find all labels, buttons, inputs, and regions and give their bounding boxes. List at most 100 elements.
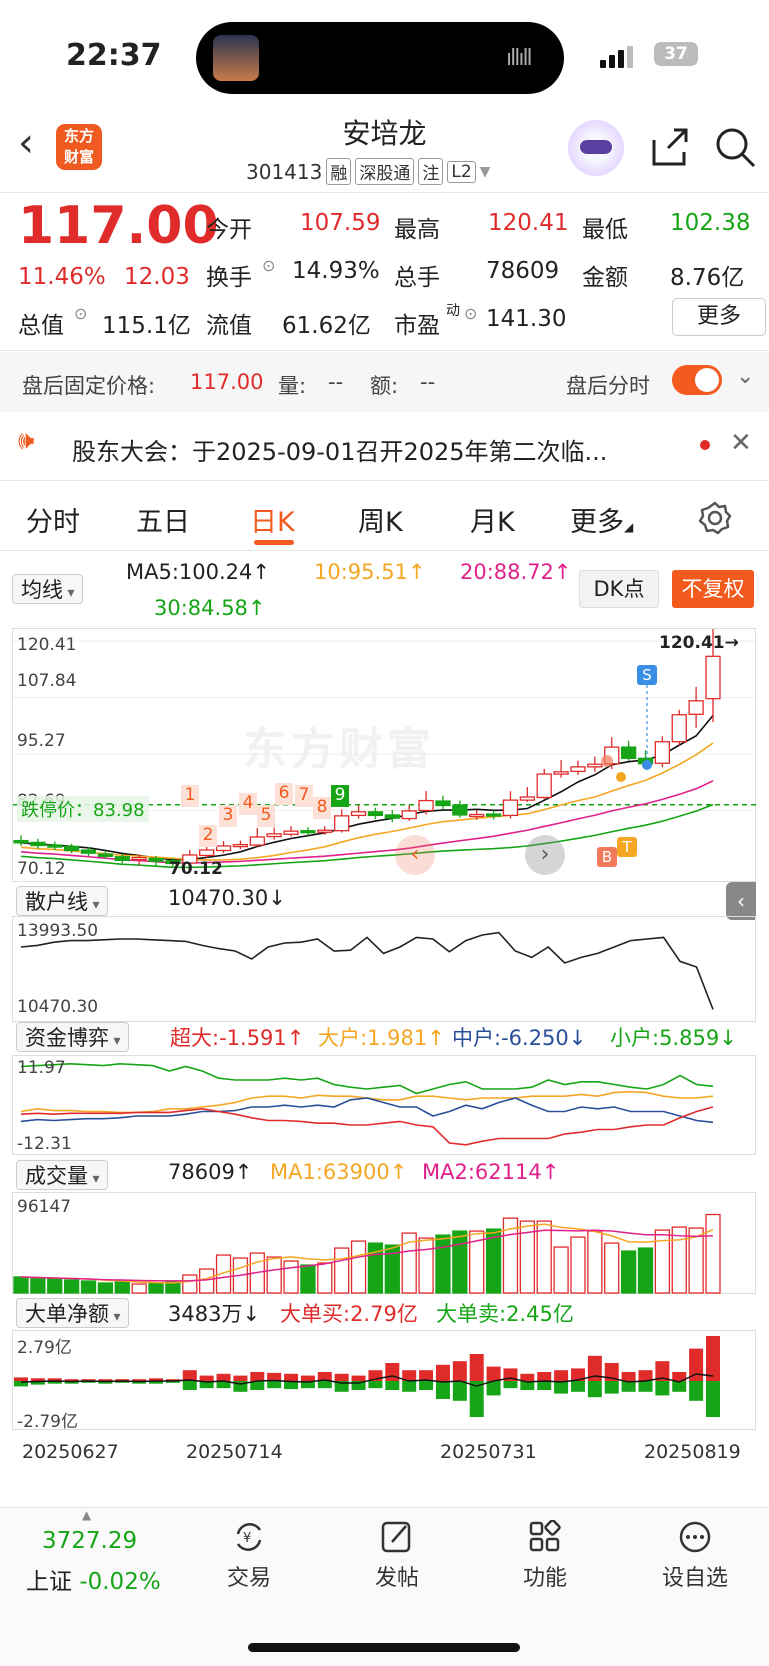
next-arrow-icon[interactable]: › — [525, 835, 565, 875]
stock-code-row[interactable]: 301413 融 深股通 注 L2 ▼ — [246, 158, 490, 185]
ai-assistant-icon[interactable] — [568, 120, 624, 176]
dk-point-button[interactable]: DK点 — [579, 570, 659, 608]
tab-more[interactable]: 更多◢ — [570, 507, 634, 538]
volume-selector[interactable]: 成交量 — [16, 1160, 109, 1190]
fund-panel[interactable]: 11.97 -12.31 — [12, 1055, 756, 1155]
bigorder-sell-bar — [165, 1381, 180, 1383]
bigorder-sell-bar — [672, 1381, 687, 1392]
t-signal-icon[interactable]: T — [617, 837, 637, 857]
adjust-button[interactable]: 不复权 — [672, 570, 754, 608]
candle-body — [620, 746, 637, 759]
prev-arrow-icon[interactable]: ‹ — [395, 835, 435, 875]
bigorder-sell-bar — [520, 1381, 535, 1390]
buy-signal-icon[interactable]: B — [597, 847, 617, 867]
ma30-value: 30:84.58↑ — [154, 596, 266, 620]
ma-selector[interactable]: 均线 — [12, 574, 84, 604]
speaker-icon: 🕪 — [18, 426, 35, 456]
nav-watchlist[interactable]: 设自选 — [650, 1520, 740, 1592]
event-marker[interactable]: 7 — [295, 785, 313, 807]
float-label: 流值 — [206, 313, 252, 339]
settings-gear-icon[interactable] — [698, 501, 732, 535]
bigorder-selector[interactable]: 大单净额 — [16, 1298, 130, 1328]
sanhu-series — [20, 931, 714, 1010]
date-label: 20250627 — [22, 1441, 119, 1463]
bigorder-sell-bar — [81, 1381, 96, 1383]
candle-body — [536, 773, 552, 799]
candle-body — [148, 857, 164, 862]
event-marker[interactable]: 5 — [257, 805, 275, 827]
candle-body — [266, 833, 282, 838]
bigorder-panel[interactable]: 2.79亿 -2.79亿 — [12, 1330, 756, 1432]
event-marker[interactable]: 8 — [313, 797, 331, 819]
info-icon[interactable]: ⊙ — [262, 256, 276, 275]
tab-monthly-k[interactable]: 月K — [470, 507, 515, 538]
bigorder-sell-bar — [317, 1381, 332, 1389]
bigorder-sell-bar — [199, 1381, 214, 1389]
after-hours-toggle[interactable] — [672, 365, 722, 395]
candle-body — [654, 741, 671, 764]
nav-function[interactable]: 功能 — [500, 1520, 590, 1592]
volume-ma2-line — [20, 1229, 714, 1282]
after-hours-vol: -- — [328, 370, 344, 394]
tab-intraday[interactable]: 分时 — [26, 507, 80, 538]
bigorder-buy-bar — [199, 1375, 214, 1381]
search-icon[interactable] — [714, 126, 756, 168]
tab-daily-k[interactable]: 日K — [250, 507, 295, 538]
event-marker[interactable]: 2 — [199, 825, 217, 847]
event-marker[interactable]: 4 — [239, 793, 257, 815]
tab-five-day[interactable]: 五日 — [136, 507, 190, 538]
index-value[interactable]: 3727.29 — [42, 1528, 138, 1554]
candle-body — [131, 857, 147, 861]
candle-body — [47, 844, 63, 848]
bigorder-buy-bar — [98, 1379, 113, 1381]
volume-ma1-line — [20, 1223, 714, 1284]
kline-panel[interactable]: 东方财富 120.41 107.84 95.27 82.69 70.12 120… — [12, 628, 757, 882]
collapse-panel-icon[interactable]: ‹ — [726, 882, 756, 920]
signal-dot — [616, 772, 626, 782]
nav-post[interactable]: 发帖 — [352, 1520, 442, 1592]
home-indicator — [248, 1643, 520, 1652]
sanhu-selector[interactable]: 散户线 — [16, 886, 109, 916]
bigorder-sell-bar — [402, 1381, 417, 1392]
nav-trade[interactable]: ¥ 交易 — [204, 1520, 294, 1592]
bigorder-buy-bar — [554, 1370, 569, 1381]
candle-body — [469, 813, 485, 818]
eastmoney-logo[interactable]: 东方 财富 — [56, 124, 102, 170]
bigorder-sell-bar — [30, 1381, 45, 1385]
volume-bar — [350, 1240, 367, 1294]
close-icon[interactable]: ✕ — [730, 428, 752, 458]
chevron-down-icon[interactable]: ⌄ — [736, 364, 755, 389]
amount-label: 金额 — [582, 265, 628, 291]
candle-body — [452, 804, 468, 816]
bigorder-sell-bar — [284, 1381, 299, 1390]
fund-series-1 — [20, 1090, 714, 1114]
bigorder-sell-bar — [64, 1381, 79, 1384]
info-icon[interactable]: ⊙ — [464, 304, 478, 323]
last-price: 117.00 — [18, 196, 219, 256]
sanhu-panel[interactable]: 13993.50 10470.30 — [12, 916, 756, 1022]
notice-text[interactable]: 股东大会：于2025-09-01召开2025年第二次临... — [72, 438, 608, 466]
fund-selector[interactable]: 资金博弈 — [16, 1022, 130, 1052]
share-icon[interactable] — [650, 126, 690, 168]
event-marker[interactable]: 9 — [331, 785, 349, 807]
unread-dot — [700, 440, 710, 450]
info-icon[interactable]: ⊙ — [74, 304, 88, 323]
nav-function-label: 功能 — [522, 1566, 567, 1591]
sell-signal-icon[interactable]: S — [637, 665, 657, 685]
bigorder-sell-bar — [435, 1381, 450, 1399]
volume-panel[interactable]: 96147 — [12, 1192, 756, 1294]
event-marker[interactable]: 3 — [219, 805, 237, 827]
change-percent: 11.46% — [18, 264, 106, 290]
index-ticker[interactable]: 上证 -0.02% — [26, 1562, 161, 1596]
more-button[interactable]: 更多 — [672, 298, 766, 336]
pe-superscript: 动 — [446, 303, 460, 319]
tab-weekly-k[interactable]: 周K — [358, 507, 403, 538]
event-marker[interactable]: 6 — [275, 783, 293, 805]
change-amount: 12.03 — [124, 264, 190, 290]
volume-ma2: MA2:62114↑ — [422, 1160, 560, 1184]
volume-bar — [80, 1280, 97, 1294]
event-marker[interactable]: 1 — [181, 785, 199, 807]
back-icon[interactable]: ‹ — [18, 120, 34, 166]
candle-body — [300, 830, 316, 834]
volume-bar — [384, 1244, 400, 1294]
